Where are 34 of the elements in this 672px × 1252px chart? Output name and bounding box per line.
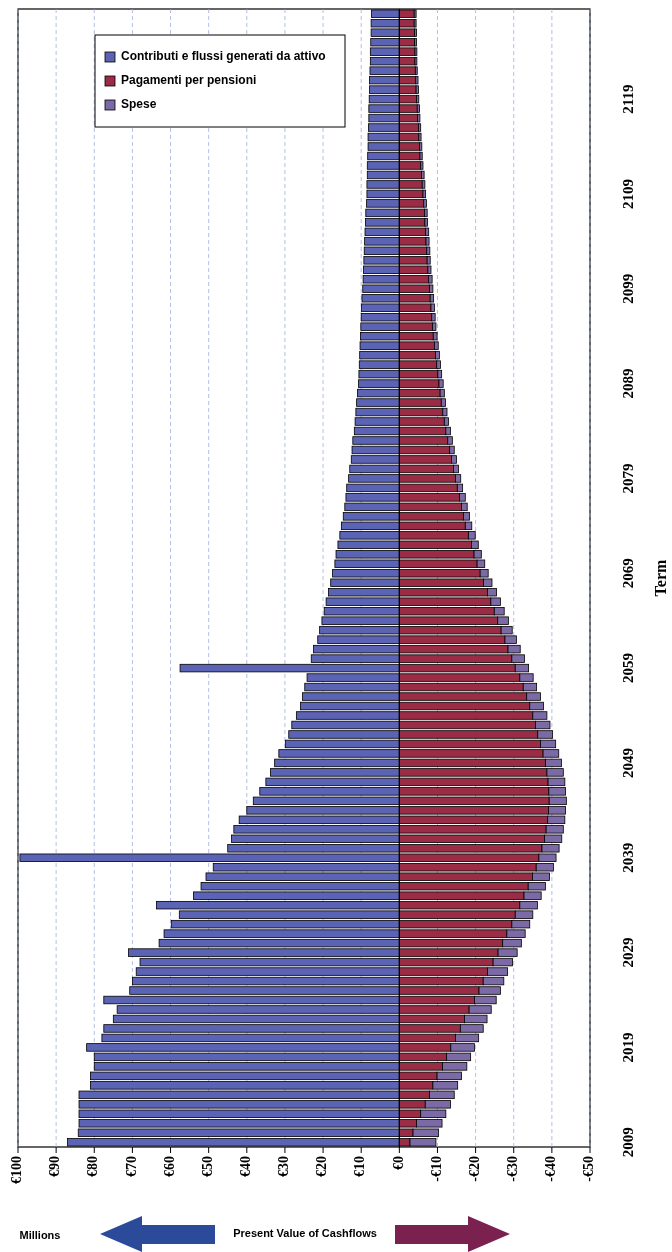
legend-label: Contributi e flussi generati da attivo	[121, 49, 326, 64]
legend-label: Spese	[121, 97, 157, 112]
x-tick-label: -€50	[581, 1156, 597, 1182]
x-tick-label: €70	[123, 1156, 139, 1177]
x-tick-label: €90	[47, 1156, 63, 1177]
y-tick-label: 2099	[620, 273, 637, 304]
y-tick-label: 2109	[620, 178, 637, 209]
y-tick-label: 2009	[620, 1127, 637, 1158]
y-tick-label: 2029	[620, 937, 637, 968]
legend-label: Pagamenti per pensioni	[121, 73, 257, 88]
text: Millions	[19, 1228, 61, 1241]
y-tick-label: 2049	[620, 747, 637, 778]
x-axis-title: Present Value of Cashflows	[233, 1226, 377, 1239]
x-tick-label: €30	[276, 1156, 292, 1177]
x-tick-label: €50	[199, 1156, 215, 1177]
x-tick-label: €100	[9, 1156, 25, 1184]
y-tick-label: 2039	[620, 842, 637, 873]
x-tick-label: €10	[352, 1156, 368, 1177]
x-tick-label: -€30	[504, 1156, 520, 1182]
y-tick-label: 2079	[620, 463, 637, 494]
y-tick-label: 2059	[620, 653, 637, 684]
y-tick-label: 2119	[620, 84, 637, 114]
x-tick-label: -€20	[466, 1156, 482, 1182]
x-tick-label: -€10	[428, 1156, 444, 1182]
y-tick-label: 2069	[620, 558, 637, 589]
x-tick-label: €40	[238, 1156, 254, 1177]
x-tick-label: €0	[390, 1156, 406, 1170]
x-tick-label: €60	[161, 1156, 177, 1177]
y-axis-title: Term	[651, 558, 669, 597]
y-tick-label: 2019	[620, 1032, 637, 1063]
x-tick-label: €20	[314, 1156, 330, 1177]
x-tick-label: -€40	[543, 1156, 559, 1182]
y-tick-label: 2089	[620, 368, 637, 399]
x-tick-label: €80	[85, 1156, 101, 1177]
